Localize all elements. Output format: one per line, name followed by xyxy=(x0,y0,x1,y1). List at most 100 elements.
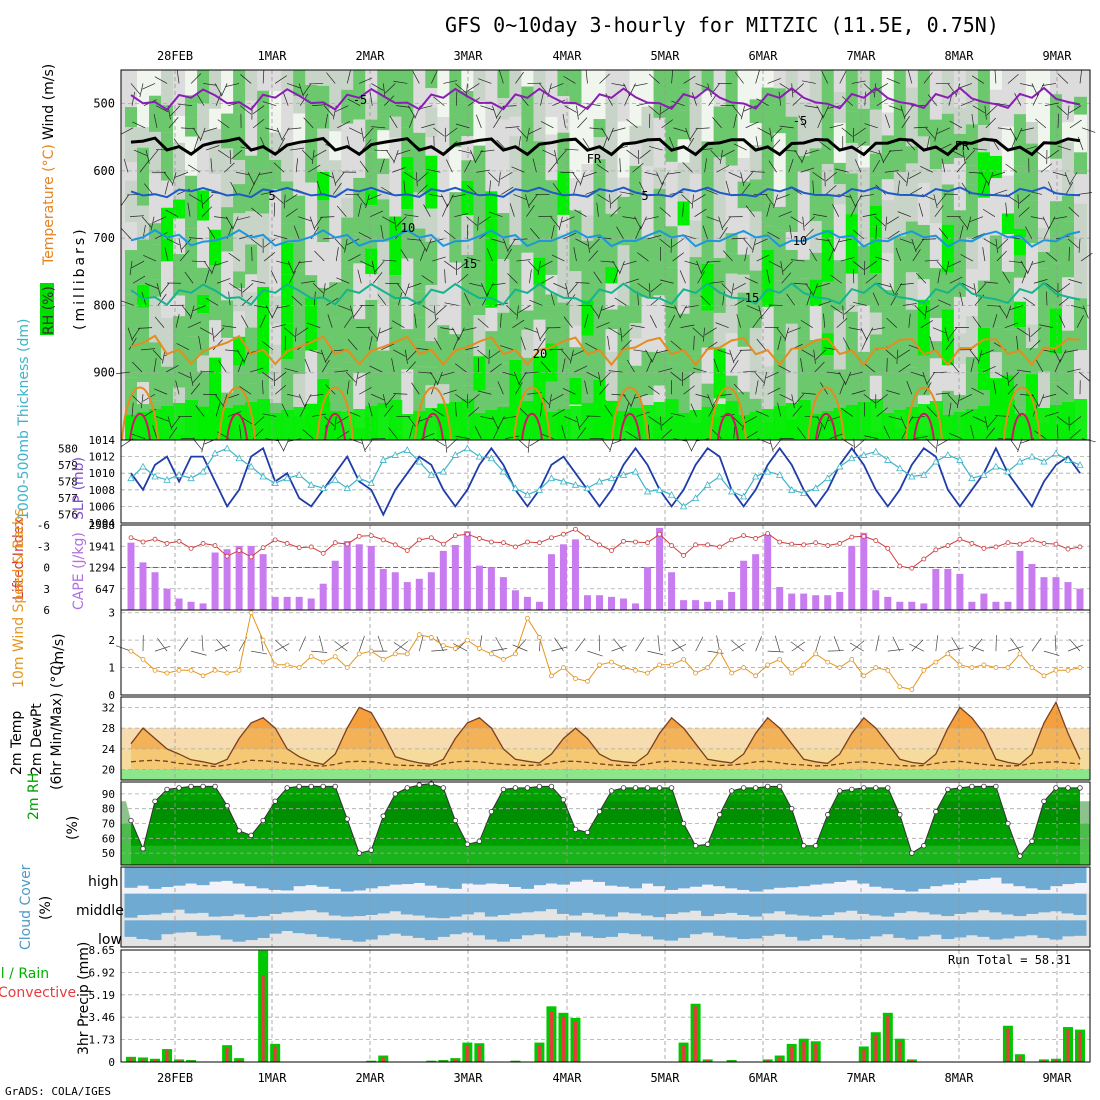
wind-barb xyxy=(693,367,707,373)
wind-barb xyxy=(647,235,662,240)
li-point xyxy=(356,533,362,539)
rh2m-point xyxy=(212,783,218,790)
wind-barb xyxy=(412,70,420,84)
wind-barb xyxy=(320,349,327,364)
precip-conv-bar xyxy=(1042,1060,1046,1062)
wind10-barb xyxy=(613,638,624,652)
cloud-bar-middle xyxy=(761,893,775,914)
li-point xyxy=(525,539,530,545)
temp2m-sub-label: (6hr Min/Max) (°C) xyxy=(49,660,65,790)
chart-title: GFS 0~10day 3-hourly for MITZIC (11.5E, … xyxy=(445,13,999,37)
rh-cell xyxy=(305,216,319,276)
wind-barb xyxy=(611,393,626,396)
wind-barb xyxy=(985,427,995,439)
li-label: Lifted Index xyxy=(11,518,27,600)
wind10-point xyxy=(681,656,686,662)
wind-barb xyxy=(367,327,378,339)
rh-cell xyxy=(977,369,991,391)
rh-cell xyxy=(173,199,187,219)
wind-barb xyxy=(937,269,941,284)
wind-barb xyxy=(734,72,744,84)
wind-barb xyxy=(823,416,830,430)
thickness-point xyxy=(547,474,556,482)
wind-barb xyxy=(140,348,155,351)
wind-barb xyxy=(852,260,865,270)
isotherm-20-loop xyxy=(807,386,845,441)
wind-barb xyxy=(295,327,297,342)
wind-barb xyxy=(236,349,245,363)
rh2m-mask xyxy=(121,782,1090,857)
wind10-barb xyxy=(767,650,784,653)
wind-barb xyxy=(965,149,976,161)
rh2m-point xyxy=(332,783,338,790)
wind-barb xyxy=(986,305,1001,307)
rh-cell xyxy=(869,273,883,313)
rh2m-point xyxy=(861,785,867,791)
rh2m-point xyxy=(740,785,747,791)
cape-bar xyxy=(716,600,724,610)
wind-barb xyxy=(986,105,998,116)
wind-barb xyxy=(302,429,314,439)
wind-barb xyxy=(841,127,853,137)
wind-barb xyxy=(766,203,771,217)
wind-barb xyxy=(573,180,578,195)
rh2m-point xyxy=(1029,838,1035,844)
li-point xyxy=(500,540,506,546)
rh-cell xyxy=(989,155,1003,179)
wind-barb xyxy=(374,149,389,152)
wind-barb xyxy=(193,136,199,151)
rh-cell xyxy=(989,352,1003,379)
precip-conv-bar xyxy=(910,1060,914,1062)
wind-barb xyxy=(923,72,933,84)
wind-barb xyxy=(969,349,979,362)
wind-barb xyxy=(1067,105,1070,120)
wind-barb xyxy=(733,383,744,395)
rh-cell xyxy=(425,107,439,138)
precip-tick-1.73: 1.73 xyxy=(89,1034,116,1047)
rh-cell xyxy=(1049,158,1063,202)
wind-barb xyxy=(761,305,771,317)
isotherm-fr xyxy=(130,136,1081,157)
wind-barb xyxy=(377,294,387,306)
wind-barb xyxy=(729,349,735,364)
wind-barb xyxy=(1057,73,1069,84)
wind-barb xyxy=(932,327,946,334)
rh-cell xyxy=(149,279,163,297)
cloud-bar-middle xyxy=(1073,893,1087,915)
cloud-bar-low xyxy=(725,920,739,938)
rh2m-point xyxy=(320,783,326,790)
wind-barb xyxy=(407,349,418,361)
pressure-tick-800: 800 xyxy=(93,298,115,312)
wind-barb xyxy=(302,83,312,96)
wind-barb xyxy=(167,416,173,431)
wind-barb xyxy=(840,257,855,262)
wind-barb xyxy=(706,260,721,263)
rh-cell xyxy=(917,70,931,103)
cape-bar xyxy=(884,596,892,610)
rh2m-point xyxy=(200,783,206,790)
wind-barb xyxy=(349,305,355,320)
wind-barb xyxy=(154,316,165,328)
wind-barb xyxy=(240,74,252,84)
wind-barb xyxy=(854,159,862,173)
wind10-barb xyxy=(418,635,424,652)
rh-cell xyxy=(365,190,379,206)
rh-cell xyxy=(401,70,415,128)
wind-barb xyxy=(189,237,204,240)
date-top-28FEB: 28FEB xyxy=(157,49,193,63)
rh-cell xyxy=(749,211,763,271)
wind-barb xyxy=(203,260,213,273)
cloud-bar-middle xyxy=(484,893,498,917)
wind-barb xyxy=(563,316,573,328)
wind-barb xyxy=(393,349,406,357)
cloud-bar-high xyxy=(1037,867,1051,890)
rh-cell xyxy=(305,163,319,183)
wind-barb xyxy=(231,149,243,160)
rh-cell xyxy=(197,371,211,407)
wind-barb xyxy=(958,83,973,89)
upper-wind-label: Wind (m/s) xyxy=(41,64,57,140)
footer-credit: GrADS: COLA/IGES xyxy=(5,1085,111,1098)
cloud-bar-middle xyxy=(532,893,546,912)
wind-barb xyxy=(794,394,804,405)
